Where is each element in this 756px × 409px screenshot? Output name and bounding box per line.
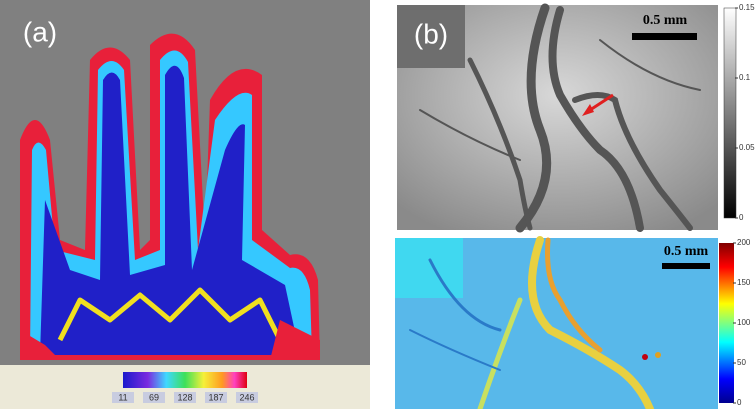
- panel-label: (b): [414, 18, 448, 49]
- colorbar-tick-label: 0: [739, 213, 744, 222]
- colorbar: [719, 243, 734, 403]
- scale-bar-label: 0.5 mm: [664, 244, 709, 259]
- colorbar-tick-label: 246: [239, 392, 254, 402]
- colorbar: [724, 8, 736, 218]
- scale-bar: [632, 33, 697, 40]
- label-box: [395, 238, 463, 298]
- colorbar-tick-label: 150: [737, 278, 751, 287]
- colorbar-tick-label: 200: [737, 238, 751, 247]
- spot: [642, 354, 648, 360]
- colorbar-tick-label: 100: [737, 318, 751, 327]
- spot: [655, 352, 661, 358]
- scale-bar-label: 0.5 mm: [643, 13, 688, 28]
- colorbar-tick-label: 0: [737, 398, 742, 407]
- colorbar-tick-label: 11: [118, 392, 127, 402]
- panel-b-bottom: 0.5 mm: [395, 238, 734, 409]
- colorbar: [123, 372, 247, 388]
- scale-bar: [662, 263, 710, 269]
- panel-label: (a): [23, 16, 57, 47]
- colorbar-tick-label: 187: [208, 392, 223, 402]
- colorbar-tick-label: 50: [737, 358, 746, 367]
- figure: (a) (b) 0.5 mm 0: [0, 0, 756, 409]
- panel-b-top: (b) 0.5 mm: [397, 5, 736, 230]
- panel-a: (a): [0, 0, 370, 409]
- colorbar-tick-label: 128: [177, 392, 192, 402]
- page: {"panels": [ {"label": "(a)", "colorbar"…: [0, 0, 756, 409]
- colorbar-tick-label: 69: [149, 392, 159, 402]
- colorbar-tick-label: 0.05: [739, 143, 755, 152]
- colorbar-tick-label: 0.15: [739, 3, 755, 12]
- colorbar-tick-label: 0.1: [739, 73, 751, 82]
